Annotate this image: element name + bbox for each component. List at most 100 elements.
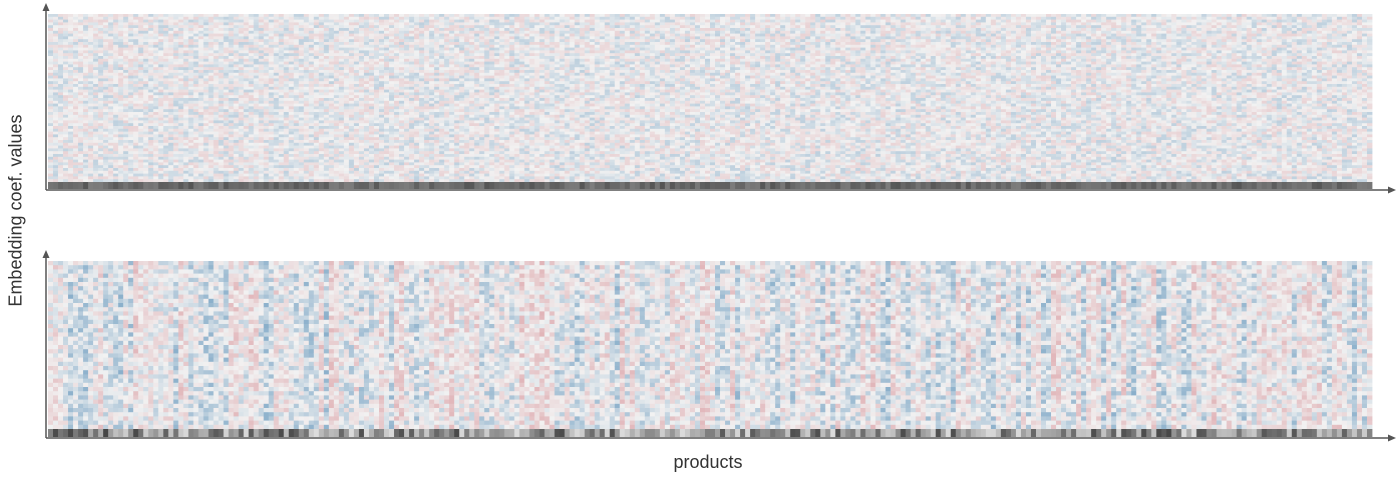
heatmap-cell bbox=[188, 134, 194, 138]
heatmap-cell bbox=[348, 117, 355, 121]
heatmap-cell bbox=[298, 39, 305, 43]
heatmap-cell bbox=[459, 44, 465, 48]
heatmap-cell bbox=[439, 179, 445, 183]
heatmap-cell bbox=[238, 70, 244, 74]
heatmap-cell bbox=[148, 61, 154, 65]
heatmap-cell bbox=[218, 126, 224, 130]
heatmap-cell bbox=[439, 64, 445, 68]
heatmap-cell bbox=[238, 22, 244, 26]
heatmap-cell bbox=[163, 14, 169, 18]
heatmap-cell bbox=[158, 95, 164, 99]
heatmap-cell bbox=[128, 176, 134, 180]
heatmap-cell bbox=[454, 123, 460, 127]
heatmap-cell bbox=[409, 39, 415, 43]
heatmap-cell bbox=[323, 33, 330, 37]
heatmap-cell bbox=[158, 106, 164, 110]
heatmap-cell bbox=[183, 103, 189, 107]
heatmap-cell bbox=[283, 137, 290, 141]
heatmap-cell bbox=[123, 84, 129, 88]
heatmap-cell bbox=[414, 173, 420, 177]
heatmap-cell bbox=[218, 44, 224, 48]
heatmap-cell bbox=[228, 28, 234, 32]
heatmap-cell bbox=[353, 168, 360, 172]
heatmap-cell bbox=[328, 75, 335, 79]
heatmap-cell bbox=[268, 47, 275, 51]
heatmap-cell bbox=[148, 170, 154, 174]
heatmap-cell bbox=[78, 120, 84, 124]
heatmap-cell bbox=[278, 103, 285, 107]
heatmap-cell bbox=[183, 137, 189, 141]
heatmap-cell bbox=[208, 103, 214, 107]
heatmap-cell bbox=[363, 36, 370, 40]
heatmap-cell bbox=[278, 179, 285, 183]
heatmap-cell bbox=[138, 168, 144, 172]
heatmap-cell bbox=[163, 126, 169, 130]
heatmap-cell bbox=[439, 47, 445, 51]
heatmap-cell bbox=[168, 67, 174, 71]
heatmap-cell bbox=[58, 14, 64, 18]
heatmap-cell bbox=[253, 36, 260, 40]
heatmap-cell bbox=[399, 30, 405, 34]
heatmap-cell bbox=[258, 78, 265, 82]
heatmap-cell bbox=[98, 33, 104, 37]
heatmap-cell bbox=[373, 33, 380, 37]
heatmap-cell bbox=[143, 98, 149, 102]
heatmap-cell bbox=[464, 47, 470, 51]
heatmap-cell bbox=[173, 61, 179, 65]
heatmap-cell bbox=[343, 173, 350, 177]
heatmap-cell bbox=[133, 78, 139, 82]
heatmap-cell bbox=[143, 142, 149, 146]
heatmap-cell bbox=[98, 14, 104, 18]
heatmap-cell bbox=[424, 142, 430, 146]
heatmap-cell bbox=[323, 81, 330, 85]
heatmap-cell bbox=[58, 39, 64, 43]
heatmap-cell bbox=[93, 98, 99, 102]
heatmap-cell bbox=[273, 86, 280, 90]
heatmap-cell bbox=[439, 106, 445, 110]
heatmap-cell bbox=[83, 98, 89, 102]
heatmap-cell bbox=[328, 145, 335, 149]
heatmap-cell bbox=[404, 100, 410, 104]
heatmap-cell bbox=[459, 162, 465, 166]
heatmap-cell bbox=[258, 30, 265, 34]
heatmap-cell bbox=[414, 123, 420, 127]
heatmap-cell bbox=[343, 100, 350, 104]
heatmap-cell bbox=[379, 39, 385, 43]
heatmap-cell bbox=[288, 131, 295, 135]
heatmap-cell bbox=[68, 70, 74, 74]
heatmap-cell bbox=[449, 95, 455, 99]
heatmap-cell bbox=[133, 56, 139, 60]
heatmap-cell bbox=[444, 173, 450, 177]
heatmap-cell bbox=[348, 103, 355, 107]
heatmap-cell bbox=[283, 103, 290, 107]
heatmap-cell bbox=[113, 30, 119, 34]
heatmap-cell bbox=[103, 131, 109, 135]
heatmap-cell bbox=[158, 25, 164, 29]
heatmap-cell bbox=[328, 56, 335, 60]
heatmap-cell bbox=[288, 67, 295, 71]
heatmap-cell bbox=[53, 42, 59, 46]
heatmap-cell bbox=[233, 98, 239, 102]
heatmap-cell bbox=[439, 19, 445, 23]
heatmap-cell bbox=[68, 84, 74, 88]
heatmap-cell bbox=[128, 156, 134, 160]
heatmap-cell bbox=[78, 170, 84, 174]
heatmap-cell bbox=[213, 140, 219, 144]
heatmap-cell bbox=[363, 112, 370, 116]
heatmap-cell bbox=[258, 114, 265, 118]
heatmap-cell bbox=[53, 106, 59, 110]
heatmap-cell bbox=[404, 61, 410, 65]
heatmap-cell bbox=[268, 112, 275, 116]
heatmap-cell bbox=[368, 67, 375, 71]
heatmap-cell bbox=[263, 106, 270, 110]
heatmap-cell bbox=[113, 142, 119, 146]
heatmap-cell bbox=[449, 176, 455, 180]
heatmap-cell bbox=[429, 114, 435, 118]
heatmap-cell bbox=[394, 89, 400, 93]
heatmap-cell bbox=[333, 81, 340, 85]
heatmap-cell bbox=[233, 170, 239, 174]
heatmap-cell bbox=[399, 89, 405, 93]
heatmap-cell bbox=[113, 98, 119, 102]
heatmap-cell bbox=[353, 131, 360, 135]
heatmap-cell bbox=[414, 58, 420, 62]
